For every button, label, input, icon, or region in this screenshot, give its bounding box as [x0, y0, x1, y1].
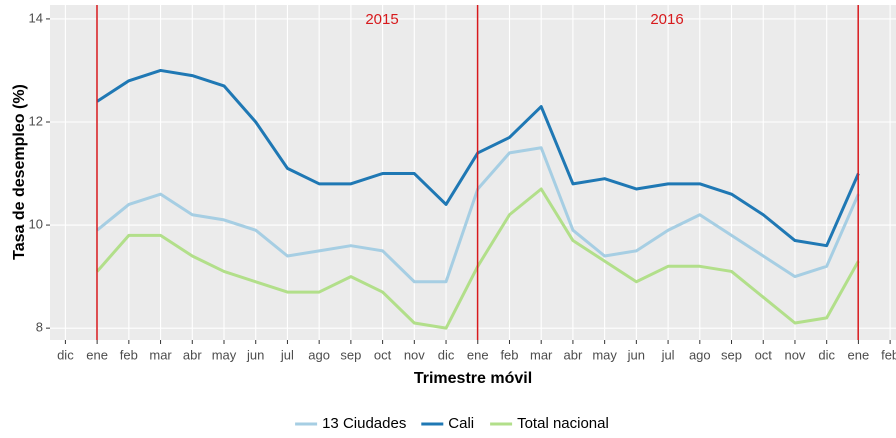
x-tick-label: feb [120, 347, 138, 362]
y-tick-label: 14 [29, 10, 43, 25]
x-tick-label: dic [57, 347, 74, 362]
x-tick-label: nov [404, 347, 425, 362]
x-tick-label: jul [661, 347, 675, 362]
x-tick-label: sep [721, 347, 742, 362]
x-tick-label: dic [438, 347, 455, 362]
x-tick-label: dic [818, 347, 835, 362]
x-tick-label: ene [848, 347, 870, 362]
x-axis-title: Trimestre móvil [414, 370, 532, 387]
x-tick-label: jun [627, 347, 645, 362]
y-tick-label: 12 [29, 113, 43, 128]
x-tick-label: ene [86, 347, 108, 362]
x-tick-label: oct [755, 347, 773, 362]
x-tick-label: may [212, 347, 237, 362]
year-label: 2015 [365, 11, 398, 28]
legend-label: Cali [448, 415, 474, 432]
x-tick-label: may [592, 347, 617, 362]
x-tick-label: ene [467, 347, 489, 362]
legend-label: 13 Ciudades [322, 415, 406, 432]
x-tick-label: mar [530, 347, 553, 362]
x-tick-label: abr [183, 347, 202, 362]
x-tick-label: mar [149, 347, 172, 362]
y-axis-title: Tasa de desempleo (%) [11, 84, 28, 260]
y-tick-label: 8 [36, 320, 43, 335]
x-tick-label: ago [308, 347, 330, 362]
x-tick-label: oct [374, 347, 392, 362]
x-tick-label: feb [500, 347, 518, 362]
legend-label: Total nacional [517, 415, 609, 432]
x-tick-label: jul [280, 347, 294, 362]
x-tick-label: jun [246, 347, 264, 362]
plot-panel [50, 5, 896, 340]
x-tick-label: sep [340, 347, 361, 362]
x-tick-label: ago [689, 347, 711, 362]
x-tick-label: nov [784, 347, 805, 362]
x-tick-label: feb [881, 347, 896, 362]
x-tick-label: abr [564, 347, 583, 362]
year-label: 2016 [650, 11, 683, 28]
y-tick-label: 10 [29, 217, 43, 232]
